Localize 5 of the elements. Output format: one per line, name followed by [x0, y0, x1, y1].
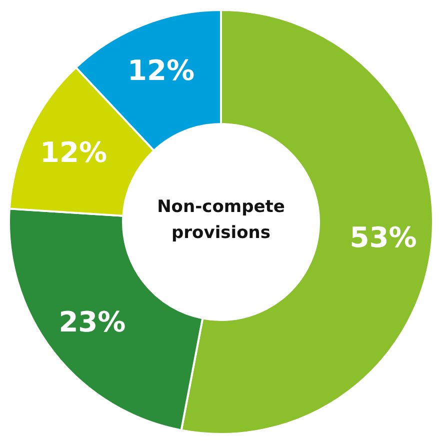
data-label: 53% [350, 220, 417, 254]
data-label: 12% [40, 136, 108, 170]
data-label: 23% [58, 305, 126, 338]
text: Non-compete provisions [157, 197, 285, 243]
data-label: 12% [127, 54, 195, 87]
